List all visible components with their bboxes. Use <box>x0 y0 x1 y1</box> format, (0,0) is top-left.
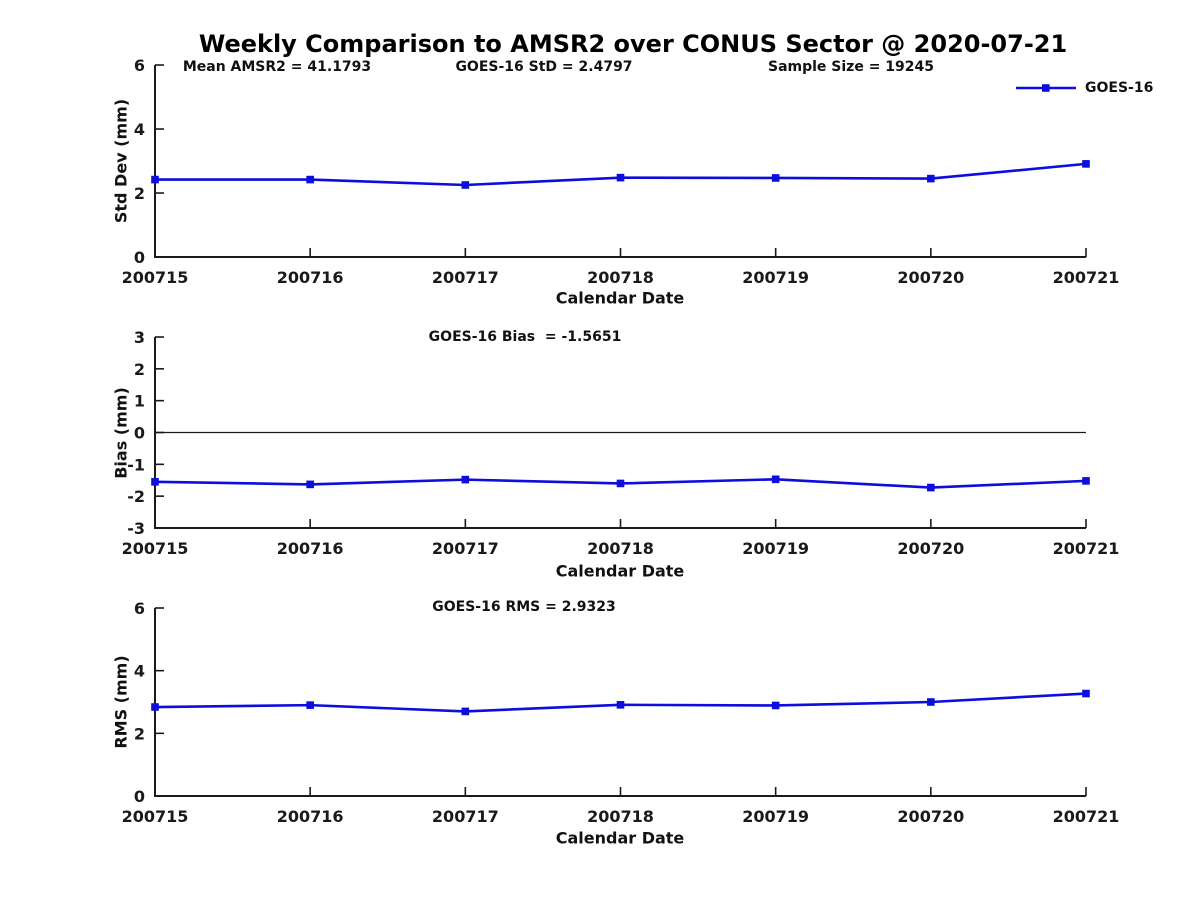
y-tick-label: 0 <box>134 248 145 267</box>
legend-line-swatch <box>1016 84 1076 92</box>
data-point-marker <box>1082 477 1090 485</box>
data-point-marker <box>461 707 470 716</box>
y-tick-label: 2 <box>134 360 145 379</box>
x-tick-label: 200716 <box>277 268 344 287</box>
x-tick-label: 200716 <box>277 807 344 826</box>
x-tick-label: 200715 <box>122 807 189 826</box>
y-tick-label: 0 <box>134 787 145 806</box>
data-point-marker <box>151 175 159 184</box>
data-point-marker <box>306 701 314 709</box>
y-tick-label: 3 <box>134 328 145 347</box>
x-tick-label: 200718 <box>587 539 654 558</box>
legend-square-marker-icon <box>1042 84 1050 92</box>
x-tick-label: 200720 <box>897 807 964 826</box>
x-tick-label: 200716 <box>277 539 344 558</box>
x-tick-label: 200719 <box>742 807 809 826</box>
data-point-marker <box>616 701 625 709</box>
data-point-marker <box>151 703 159 711</box>
x-tick-label: 200718 <box>587 268 654 287</box>
x-axis-title-bottom: Calendar Date <box>555 828 685 848</box>
data-point-marker <box>306 175 314 184</box>
legend-label: GOES-16 <box>1085 80 1154 96</box>
x-tick-label: 200717 <box>432 539 499 558</box>
y-tick-label: 1 <box>134 392 145 411</box>
figure-title: Weekly Comparison to AMSR2 over CONUS Se… <box>198 30 1068 58</box>
y-tick-label: 6 <box>134 56 145 75</box>
x-tick-label: 200719 <box>742 539 809 558</box>
y-tick-label: -2 <box>127 487 145 506</box>
x-axis-title-top: Calendar Date <box>555 288 685 308</box>
x-tick-label: 200715 <box>122 539 189 558</box>
annotation-mean-amsr2: Mean AMSR2 = 41.1793 <box>182 59 372 75</box>
y-tick-label: -1 <box>127 455 145 474</box>
y-tick-label: 4 <box>134 662 145 681</box>
y-tick-label: 2 <box>134 184 145 203</box>
data-point-marker <box>927 174 935 183</box>
y-tick-label: 6 <box>134 599 145 618</box>
x-tick-label: 200715 <box>122 268 189 287</box>
data-point-marker <box>771 701 780 710</box>
annotation-goes16-std: GOES-16 StD = 2.4797 <box>455 59 633 75</box>
x-tick-label: 200721 <box>1053 807 1120 826</box>
x-tick-label: 200717 <box>432 807 499 826</box>
x-axis-title-middle: Calendar Date <box>555 561 685 581</box>
data-point-marker <box>461 475 470 484</box>
data-point-marker <box>1082 689 1090 698</box>
x-tick-label: 200720 <box>897 539 964 558</box>
annotation-goes16-bias: GOES-16 Bias = -1.5651 <box>428 329 622 345</box>
data-point-marker <box>927 483 935 492</box>
y-tick-label: 2 <box>134 724 145 743</box>
data-point-marker <box>771 174 780 182</box>
data-point-marker <box>461 181 470 189</box>
x-tick-label: 200720 <box>897 268 964 287</box>
y-tick-label: 0 <box>134 424 145 443</box>
x-tick-label: 200719 <box>742 268 809 287</box>
legend: GOES-16 <box>1014 80 1153 96</box>
data-point-marker <box>306 480 314 489</box>
annotation-goes16-rms: GOES-16 RMS = 2.9323 <box>432 599 616 615</box>
data-point-marker <box>771 475 780 484</box>
data-point-marker <box>151 478 159 486</box>
data-point-marker <box>1082 160 1090 168</box>
data-point-marker <box>927 698 935 706</box>
x-tick-label: 200721 <box>1053 539 1120 558</box>
x-tick-label: 200717 <box>432 268 499 287</box>
y-tick-label: 4 <box>134 120 145 139</box>
annotation-sample-size: Sample Size = 19245 <box>767 59 935 75</box>
y-tick-label: -3 <box>127 519 145 538</box>
data-point-marker <box>616 173 625 182</box>
x-tick-label: 200718 <box>587 807 654 826</box>
data-point-marker <box>616 479 625 488</box>
x-tick-label: 200721 <box>1053 268 1120 287</box>
